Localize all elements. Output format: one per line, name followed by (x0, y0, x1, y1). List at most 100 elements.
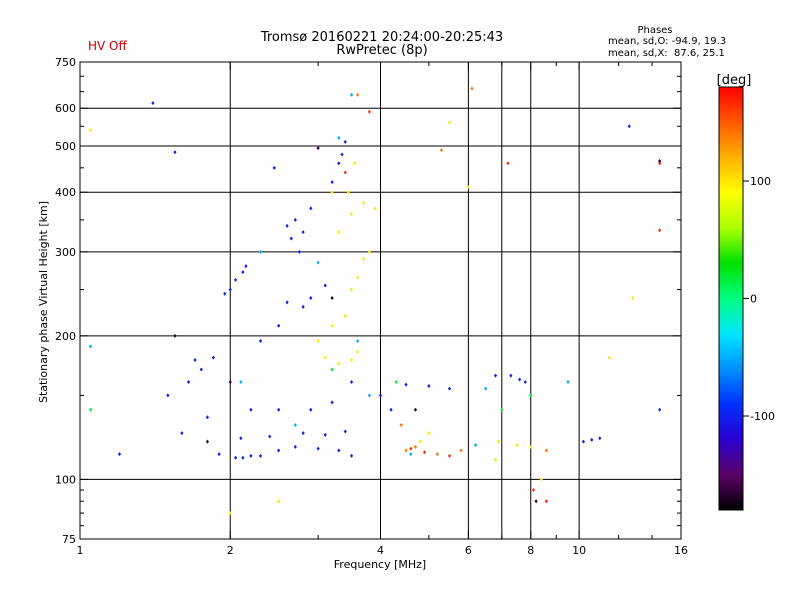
data-point (658, 159, 662, 164)
y-tick-labels: 75 100 200 300 400 500 600 750 (55, 56, 76, 546)
data-point (228, 380, 232, 385)
data-point (473, 443, 478, 448)
data-point (205, 415, 210, 420)
data-point (590, 437, 594, 442)
data-point (413, 444, 418, 449)
data-point (309, 206, 313, 211)
data-point (422, 450, 427, 455)
data-point (151, 101, 155, 106)
data-point (285, 223, 289, 228)
data-point (631, 296, 635, 301)
data-point (447, 453, 452, 458)
data-point (323, 283, 327, 288)
data-point (349, 453, 354, 458)
colorbar-tick-label: 100 (750, 175, 771, 188)
chart-subtitle: RwPretec (8p) (336, 43, 427, 58)
data-point (180, 431, 184, 436)
data-point (493, 457, 498, 462)
data-point (277, 448, 281, 453)
x-tick-label: 1 (77, 544, 84, 557)
data-point (413, 407, 418, 412)
colorbar-tick-label: -100 (750, 410, 775, 423)
data-point (330, 323, 334, 328)
x-tick-label: 8 (527, 544, 534, 557)
data-point (330, 296, 334, 301)
data-point (447, 120, 452, 125)
data-point (500, 407, 504, 412)
data-point (581, 439, 586, 444)
data-point (330, 400, 334, 405)
y-tick-label: 600 (55, 102, 76, 115)
data-point (539, 477, 543, 482)
y-tick-label: 500 (55, 140, 76, 153)
data-point (598, 436, 602, 441)
data-point (337, 135, 341, 140)
colorbar (718, 86, 744, 511)
y-axis-label: Stationary phase Virtual Height [km] (37, 201, 50, 403)
data-point (515, 443, 519, 448)
data-point (258, 453, 263, 458)
data-point (340, 152, 344, 157)
data-point (658, 228, 662, 233)
data-point (301, 431, 305, 436)
data-point (239, 380, 243, 385)
data-point (330, 180, 334, 185)
data-point (497, 439, 501, 444)
data-point (349, 357, 354, 362)
data-point (297, 249, 301, 254)
phase-stats-x: mean, sd,X: 87.6, 25.1 (608, 48, 725, 59)
data-point (493, 373, 498, 378)
data-point (658, 161, 662, 166)
data-point (427, 383, 431, 388)
data-point (217, 452, 221, 457)
data-point (349, 380, 354, 385)
colorbar-label: [deg] (717, 73, 752, 88)
data-point (356, 339, 360, 344)
data-point (258, 249, 263, 254)
data-point (301, 230, 305, 235)
data-point (404, 382, 408, 387)
data-point (349, 287, 354, 292)
data-point (362, 200, 366, 205)
data-point (293, 217, 297, 222)
data-point (409, 452, 413, 457)
y-tick-label: 100 (55, 473, 76, 486)
y-tick-label: 400 (55, 186, 76, 199)
data-point (316, 446, 320, 451)
data-point (88, 344, 93, 349)
data-point (658, 407, 662, 412)
y-tick-label: 75 (62, 533, 76, 546)
data-point (356, 92, 360, 97)
data-point (285, 300, 289, 305)
data-point (234, 455, 238, 460)
data-point (373, 206, 377, 211)
data-point (223, 291, 227, 296)
data-point (337, 230, 341, 235)
data-point (293, 423, 297, 428)
data-point (349, 212, 354, 217)
data-point (466, 185, 470, 190)
y-tick-label: 200 (55, 330, 76, 343)
phase-stats-o: mean, sd,O: -94.9, 19.3 (608, 36, 726, 47)
data-point (309, 296, 313, 301)
y-tick-label: 750 (55, 56, 76, 69)
data-point (249, 407, 253, 412)
data-point (506, 161, 510, 166)
data-point (435, 452, 439, 457)
data-point (316, 339, 320, 344)
data-point (277, 407, 281, 412)
data-point (337, 448, 341, 453)
data-point (293, 444, 297, 449)
data-point (337, 361, 341, 366)
y-tick-label: 300 (55, 246, 76, 259)
data-point (301, 304, 305, 309)
data-point (427, 431, 431, 436)
data-point (523, 380, 527, 385)
data-point (193, 357, 197, 362)
data-point (199, 367, 203, 372)
data-point (277, 323, 281, 328)
data-point (367, 249, 371, 254)
chart-title: Tromsø 20160221 20:24:00-20:25:43 (260, 30, 503, 45)
data-point (272, 165, 276, 170)
